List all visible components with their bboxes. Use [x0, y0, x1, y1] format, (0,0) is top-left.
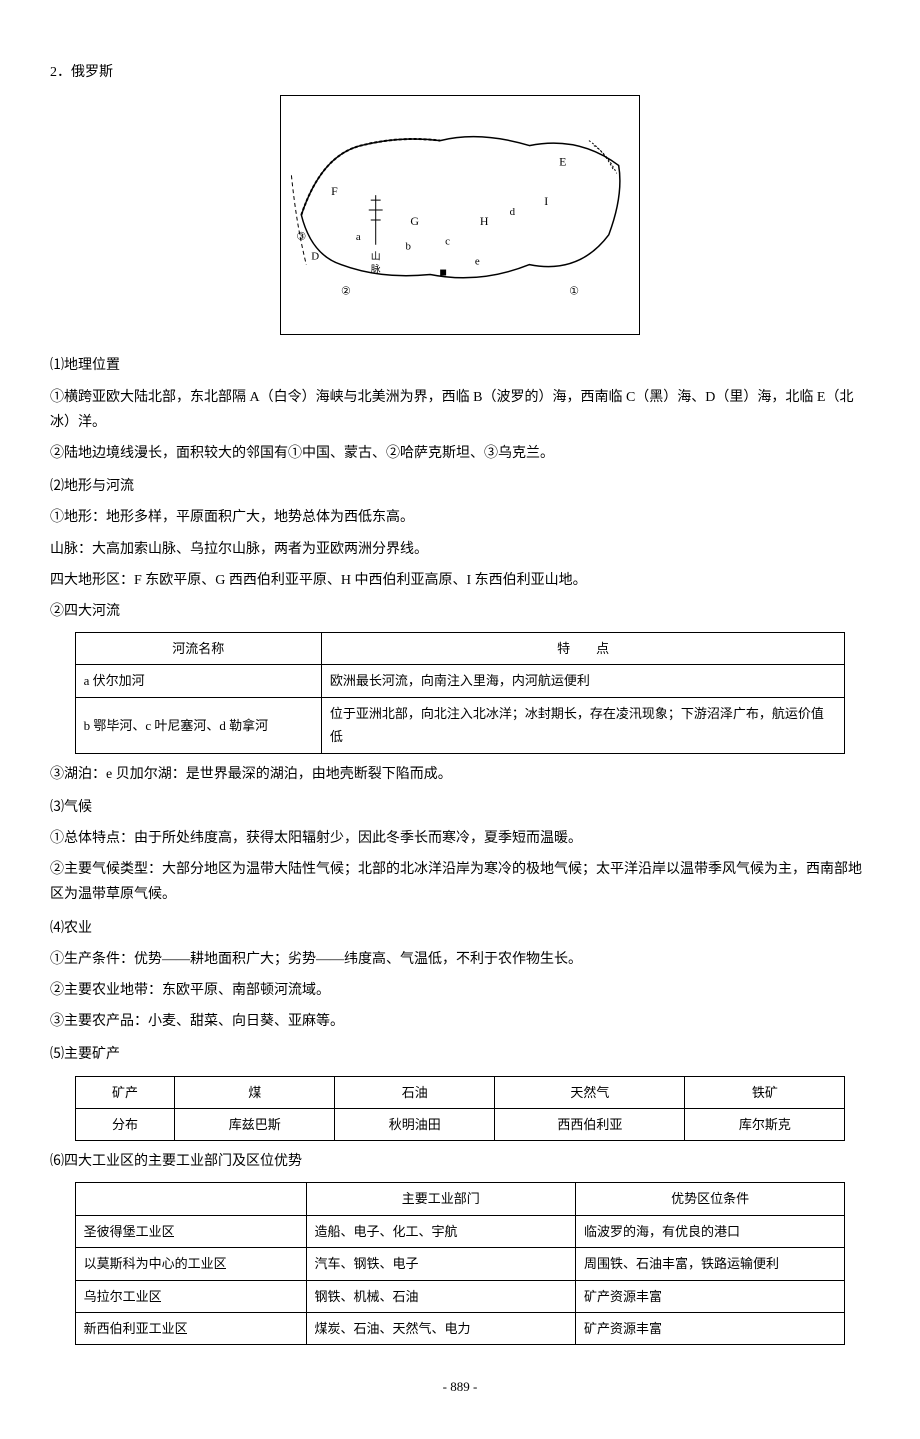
svg-text:H: H: [480, 214, 489, 228]
svg-text:F: F: [331, 184, 338, 198]
table-row: b 鄂毕河、c 叶尼塞河、d 勒拿河 位于亚洲北部，向北注入北冰洋；冰封期长，存…: [75, 697, 845, 753]
table-row: a 伏尔加河 欧洲最长河流，向南注入里海，内河航运便利: [75, 665, 845, 697]
s2-p2: 山脉：大高加索山脉、乌拉尔山脉，两者为亚欧两洲分界线。: [50, 537, 870, 562]
main-title: 2．俄罗斯: [50, 60, 870, 85]
s4-heading: ⑷农业: [50, 916, 870, 941]
svg-text:②: ②: [341, 286, 351, 298]
mineral-cell: 分布: [75, 1108, 175, 1140]
russia-map: F G H I E D ③ ② ① a b c d e 山 脉: [280, 95, 640, 335]
table-row: 河流名称 特 点: [75, 633, 845, 665]
table-row: 主要工业部门 优势区位条件: [75, 1183, 845, 1215]
map-container: F G H I E D ③ ② ① a b c d e 山 脉: [50, 95, 870, 343]
s3-p1: ①总体特点：由于所处纬度高，获得太阳辐射少，因此冬季长而寒冷，夏季短而温暖。: [50, 826, 870, 851]
s4-p3: ③主要农产品：小麦、甜菜、向日葵、亚麻等。: [50, 1009, 870, 1034]
s2-p3: 四大地形区：F 东欧平原、G 西西伯利亚平原、H 中西伯利亚高原、I 东西伯利亚…: [50, 568, 870, 593]
industry-cell: 临波罗的海，有优良的港口: [575, 1215, 844, 1247]
svg-text:G: G: [410, 214, 419, 228]
industry-cell: 新西伯利亚工业区: [75, 1313, 306, 1345]
svg-text:c: c: [445, 236, 450, 248]
table-row: 新西伯利亚工业区 煤炭、石油、天然气、电力 矿产资源丰富: [75, 1313, 845, 1345]
table-row: 分布 库兹巴斯 秋明油田 西西伯利亚 库尔斯克: [75, 1108, 845, 1140]
mineral-cell: 秋明油田: [335, 1108, 495, 1140]
industry-cell: 矿产资源丰富: [575, 1313, 844, 1345]
industry-cell: 矿产资源丰富: [575, 1280, 844, 1312]
rivers-th-feature: 特 点: [321, 633, 844, 665]
svg-text:山: 山: [371, 251, 381, 263]
svg-text:a: a: [356, 231, 361, 243]
rivers-th-name: 河流名称: [75, 633, 321, 665]
industry-cell: 以莫斯科为中心的工业区: [75, 1248, 306, 1280]
industry-cell: 汽车、钢铁、电子: [306, 1248, 575, 1280]
industry-cell: 圣彼得堡工业区: [75, 1215, 306, 1247]
river-name: a 伏尔加河: [75, 665, 321, 697]
s1-p2: ②陆地边境线漫长，面积较大的邻国有①中国、蒙古、②哈萨克斯坦、③乌克兰。: [50, 441, 870, 466]
s1-p1: ①横跨亚欧大陆北部，东北部隔 A（白令）海峡与北美洲为界，西临 B（波罗的）海，…: [50, 385, 870, 435]
svg-text:脉: 脉: [371, 263, 381, 276]
mineral-cell: 铁矿: [685, 1076, 845, 1108]
mineral-cell: 库尔斯克: [685, 1108, 845, 1140]
svg-text:①: ①: [569, 286, 579, 298]
mineral-cell: 煤: [175, 1076, 335, 1108]
industry-table: 主要工业部门 优势区位条件 圣彼得堡工业区 造船、电子、化工、宇航 临波罗的海，…: [75, 1182, 846, 1345]
industry-cell: 造船、电子、化工、宇航: [306, 1215, 575, 1247]
svg-text:D: D: [311, 251, 319, 263]
s3-p2: ②主要气候类型：大部分地区为温带大陆性气候；北部的北冰洋沿岸为寒冷的极地气候；太…: [50, 857, 870, 907]
page-number: - 889 -: [50, 1375, 870, 1398]
s2-heading: ⑵地形与河流: [50, 474, 870, 499]
s2-p1: ①地形：地形多样，平原面积广大，地势总体为西低东高。: [50, 505, 870, 530]
svg-text:d: d: [510, 206, 516, 218]
s4-p1: ①生产条件：优势——耕地面积广大；劣势——纬度高、气温低，不利于农作物生长。: [50, 947, 870, 972]
table-row: 圣彼得堡工业区 造船、电子、化工、宇航 临波罗的海，有优良的港口: [75, 1215, 845, 1247]
table-row: 以莫斯科为中心的工业区 汽车、钢铁、电子 周围铁、石油丰富，铁路运输便利: [75, 1248, 845, 1280]
svg-text:E: E: [559, 155, 566, 169]
industry-cell: 钢铁、机械、石油: [306, 1280, 575, 1312]
mineral-cell: 石油: [335, 1076, 495, 1108]
industry-cell: 乌拉尔工业区: [75, 1280, 306, 1312]
industry-th: 优势区位条件: [575, 1183, 844, 1215]
river-feature: 位于亚洲北部，向北注入北冰洋；冰封期长，存在凌汛现象；下游沼泽广布，航运价值低: [321, 697, 844, 753]
industry-cell: 周围铁、石油丰富，铁路运输便利: [575, 1248, 844, 1280]
s1-heading: ⑴地理位置: [50, 353, 870, 378]
industry-th: [75, 1183, 306, 1215]
map-svg: F G H I E D ③ ② ① a b c d e 山 脉: [281, 96, 639, 334]
mineral-cell: 西西伯利亚: [495, 1108, 685, 1140]
s5-heading: ⑸主要矿产: [50, 1042, 870, 1067]
s2b-p1: ③湖泊：e 贝加尔湖：是世界最深的湖泊，由地壳断裂下陷而成。: [50, 762, 870, 787]
table-row: 矿产 煤 石油 天然气 铁矿: [75, 1076, 845, 1108]
s3-heading: ⑶气候: [50, 795, 870, 820]
s6-heading: ⑹四大工业区的主要工业部门及区位优势: [50, 1149, 870, 1174]
table-row: 乌拉尔工业区 钢铁、机械、石油 矿产资源丰富: [75, 1280, 845, 1312]
mineral-cell: 天然气: [495, 1076, 685, 1108]
s4-p2: ②主要农业地带：东欧平原、南部顿河流域。: [50, 978, 870, 1003]
rivers-table: 河流名称 特 点 a 伏尔加河 欧洲最长河流，向南注入里海，内河航运便利 b 鄂…: [75, 632, 846, 754]
river-feature: 欧洲最长河流，向南注入里海，内河航运便利: [321, 665, 844, 697]
s2-p4: ②四大河流: [50, 599, 870, 624]
mineral-cell: 库兹巴斯: [175, 1108, 335, 1140]
industry-cell: 煤炭、石油、天然气、电力: [306, 1313, 575, 1345]
industry-th: 主要工业部门: [306, 1183, 575, 1215]
svg-text:I: I: [544, 194, 548, 208]
river-name: b 鄂毕河、c 叶尼塞河、d 勒拿河: [75, 697, 321, 753]
minerals-table: 矿产 煤 石油 天然气 铁矿 分布 库兹巴斯 秋明油田 西西伯利亚 库尔斯克: [75, 1076, 846, 1142]
svg-text:e: e: [475, 256, 480, 268]
svg-text:b: b: [405, 241, 411, 253]
mineral-cell: 矿产: [75, 1076, 175, 1108]
